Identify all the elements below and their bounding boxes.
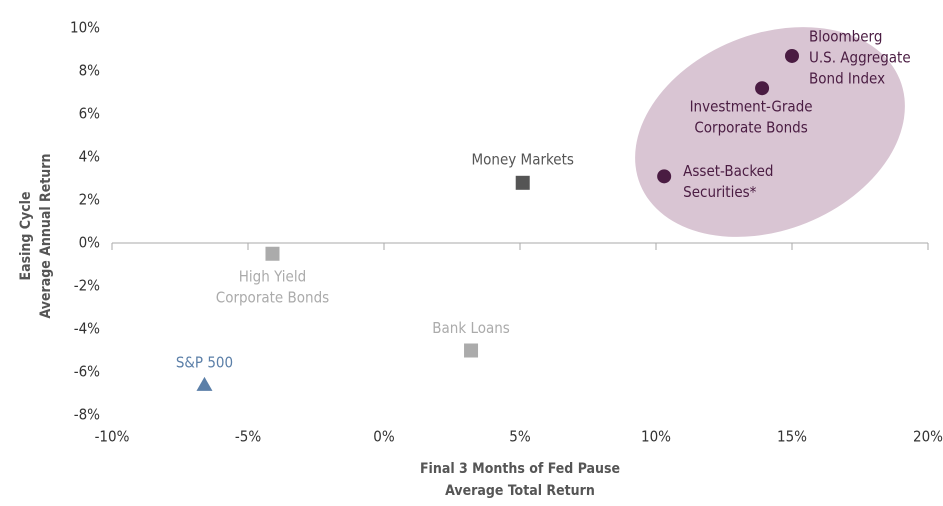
point-label: Securities* [683, 183, 757, 201]
point [657, 169, 672, 184]
y-tick-label: -8% [74, 406, 100, 424]
y-tick-label: 6% [79, 105, 101, 123]
point-label: Corporate Bonds [694, 119, 807, 137]
y-tick-label: 8% [79, 62, 101, 80]
point-label: Bond Index [809, 69, 885, 87]
x-axis-title: Final 3 Months of Fed Pause [420, 461, 620, 477]
point [515, 175, 530, 190]
point-label: Money Markets [472, 150, 574, 168]
y-tick-label: 10% [70, 19, 100, 37]
point [755, 81, 770, 96]
point [265, 246, 280, 261]
y-tick-label: -2% [74, 277, 100, 295]
point-label: U.S. Aggregate [809, 48, 911, 66]
point-label: S&P 500 [176, 353, 233, 371]
x-tick-label: -10% [95, 428, 130, 446]
point [464, 343, 479, 358]
y-tick-label: -4% [74, 320, 100, 338]
y-tick-label: 2% [79, 191, 101, 209]
y-tick-label: -6% [74, 363, 100, 381]
point [196, 376, 213, 391]
y-tick-label: 4% [79, 148, 101, 166]
point-label: Corporate Bonds [216, 288, 329, 306]
y-axis-title: Easing Cycle [18, 191, 34, 280]
highlight-ellipse [635, 27, 905, 237]
point-label: Asset-Backed [683, 162, 773, 180]
x-tick-label: 10% [641, 428, 671, 446]
point-label: Bank Loans [432, 319, 510, 337]
point-label: High Yield [239, 267, 306, 285]
x-tick-label: 15% [777, 428, 807, 446]
y-axis-title: Average Annual Return [38, 154, 54, 319]
point-label: Investment-Grade [690, 98, 813, 116]
x-tick-label: -5% [235, 428, 261, 446]
x-tick-label: 0% [373, 428, 395, 446]
point [785, 48, 799, 63]
point-label: Bloomberg [809, 27, 882, 45]
x-tick-label: 5% [509, 428, 531, 446]
y-tick-label: 0% [79, 234, 101, 252]
x-axis-title: Average Total Return [445, 483, 595, 499]
x-tick-label: 20% [913, 428, 943, 446]
